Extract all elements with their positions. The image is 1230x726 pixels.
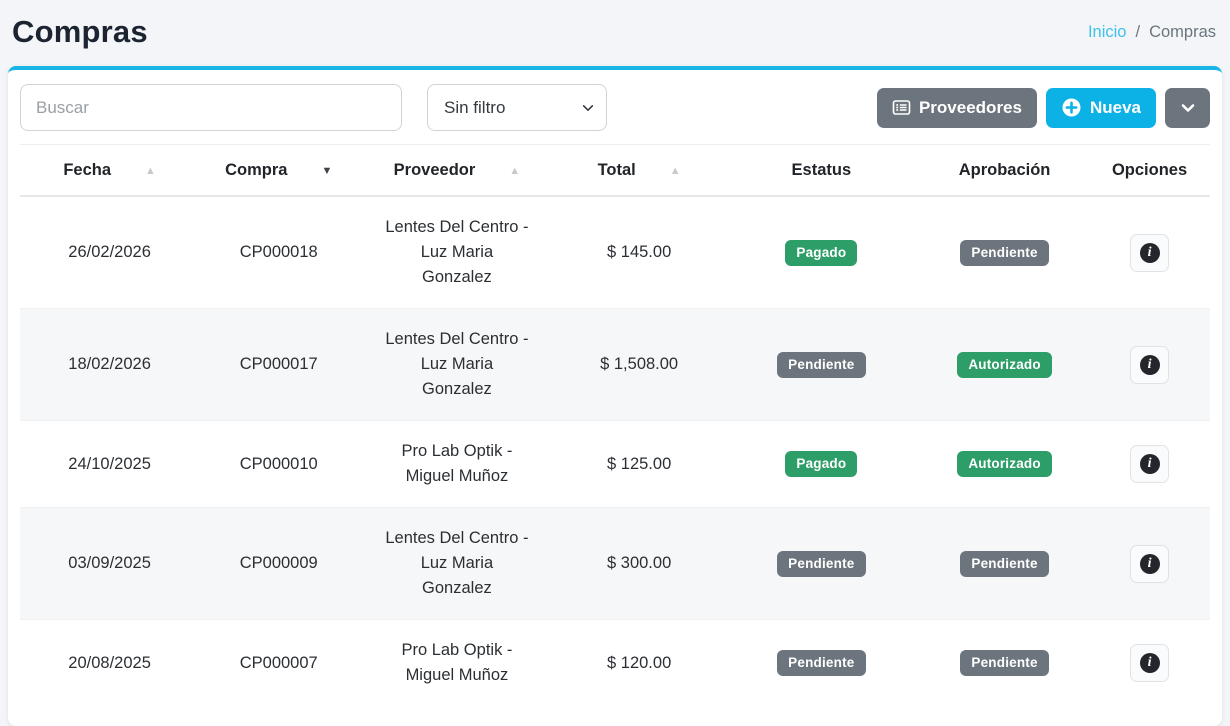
new-button-label: Nueva (1090, 98, 1141, 118)
column-header-proveedor[interactable]: Proveedor (358, 145, 555, 197)
info-button[interactable]: i (1130, 346, 1169, 384)
status-badge: Pagado (785, 240, 857, 266)
list-icon (892, 98, 911, 117)
cell-proveedor: Lentes Del Centro -Luz MariaGonzalez (358, 508, 555, 620)
more-actions-button[interactable] (1165, 88, 1210, 128)
cell-compra: CP000017 (199, 309, 358, 421)
cell-aprobacion: Pendiente (920, 620, 1089, 707)
cell-compra: CP000018 (199, 196, 358, 309)
providers-button[interactable]: Proveedores (877, 88, 1037, 128)
cell-estatus: Pendiente (723, 508, 920, 620)
sort-icon (670, 165, 681, 177)
sort-icon (145, 165, 156, 177)
approval-badge: Pendiente (960, 240, 1048, 266)
cell-fecha: 20/08/2025 (20, 620, 199, 707)
info-circle-icon: i (1140, 653, 1160, 673)
info-circle-icon: i (1140, 454, 1160, 474)
cell-aprobacion: Autorizado (920, 309, 1089, 421)
cell-proveedor: Lentes Del Centro -Luz MariaGonzalez (358, 309, 555, 421)
approval-badge: Pendiente (960, 551, 1048, 577)
cell-estatus: Pendiente (723, 620, 920, 707)
status-badge: Pendiente (777, 352, 865, 378)
cell-aprobacion: Pendiente (920, 508, 1089, 620)
chevron-down-icon (1179, 99, 1197, 117)
table-header-row: Fecha Compra Proveedor Total Estatus Apr… (20, 145, 1210, 197)
cell-fecha: 26/02/2026 (20, 196, 199, 309)
cell-compra: CP000009 (199, 508, 358, 620)
breadcrumb: Inicio / Compras (1088, 23, 1216, 42)
info-circle-icon: i (1140, 554, 1160, 574)
cell-opciones: i (1089, 196, 1210, 309)
filter-select[interactable]: Sin filtro (427, 84, 607, 131)
cell-estatus: Pagado (723, 196, 920, 309)
cell-total: $ 300.00 (556, 508, 723, 620)
cell-opciones: i (1089, 620, 1210, 707)
cell-opciones: i (1089, 309, 1210, 421)
table-row: 18/02/2026 CP000017 Lentes Del Centro -L… (20, 309, 1210, 421)
column-header-aprobacion: Aprobación (920, 145, 1089, 197)
sort-icon (321, 165, 332, 177)
plus-circle-icon (1061, 97, 1082, 118)
breadcrumb-home-link[interactable]: Inicio (1088, 23, 1127, 42)
column-header-fecha[interactable]: Fecha (20, 145, 199, 197)
cell-proveedor: Pro Lab Optik -Miguel Muñoz (358, 421, 555, 508)
status-badge: Pagado (785, 451, 857, 477)
approval-badge: Autorizado (957, 451, 1052, 477)
cell-aprobacion: Pendiente (920, 196, 1089, 309)
new-button[interactable]: Nueva (1046, 88, 1156, 128)
column-header-compra[interactable]: Compra (199, 145, 358, 197)
cell-aprobacion: Autorizado (920, 421, 1089, 508)
status-badge: Pendiente (777, 551, 865, 577)
approval-badge: Autorizado (957, 352, 1052, 378)
cell-fecha: 03/09/2025 (20, 508, 199, 620)
table-row: 24/10/2025 CP000010 Pro Lab Optik -Migue… (20, 421, 1210, 508)
breadcrumb-separator: / (1135, 23, 1140, 42)
toolbar-actions: Proveedores Nueva (877, 88, 1210, 128)
purchases-card: Sin filtro Proveedores Nueva (8, 66, 1222, 726)
providers-button-label: Proveedores (919, 98, 1022, 118)
column-header-estatus: Estatus (723, 145, 920, 197)
info-button[interactable]: i (1130, 234, 1169, 272)
table-row: 03/09/2025 CP000009 Lentes Del Centro -L… (20, 508, 1210, 620)
info-button[interactable]: i (1130, 545, 1169, 583)
cell-estatus: Pagado (723, 421, 920, 508)
cell-total: $ 145.00 (556, 196, 723, 309)
cell-proveedor: Lentes Del Centro -Luz MariaGonzalez (358, 196, 555, 309)
info-circle-icon: i (1140, 243, 1160, 263)
filter-select-wrap: Sin filtro (427, 84, 607, 131)
cell-opciones: i (1089, 421, 1210, 508)
cell-total: $ 125.00 (556, 421, 723, 508)
column-header-opciones: Opciones (1089, 145, 1210, 197)
cell-total: $ 1,508.00 (556, 309, 723, 421)
page-header: Compras Inicio / Compras (0, 0, 1230, 66)
cell-total: $ 120.00 (556, 620, 723, 707)
search-input[interactable] (20, 84, 402, 131)
cell-proveedor: Pro Lab Optik -Miguel Muñoz (358, 620, 555, 707)
status-badge: Pendiente (777, 650, 865, 676)
table-row: 26/02/2026 CP000018 Lentes Del Centro -L… (20, 196, 1210, 309)
sort-icon (509, 165, 520, 177)
page-title: Compras (12, 14, 148, 50)
cell-fecha: 24/10/2025 (20, 421, 199, 508)
column-header-total[interactable]: Total (556, 145, 723, 197)
table-row: 20/08/2025 CP000007 Pro Lab Optik -Migue… (20, 620, 1210, 707)
info-circle-icon: i (1140, 355, 1160, 375)
approval-badge: Pendiente (960, 650, 1048, 676)
purchases-table: Fecha Compra Proveedor Total Estatus Apr… (20, 144, 1210, 706)
cell-opciones: i (1089, 508, 1210, 620)
cell-fecha: 18/02/2026 (20, 309, 199, 421)
cell-compra: CP000010 (199, 421, 358, 508)
info-button[interactable]: i (1130, 445, 1169, 483)
breadcrumb-current: Compras (1149, 23, 1216, 42)
cell-estatus: Pendiente (723, 309, 920, 421)
info-button[interactable]: i (1130, 644, 1169, 682)
card-toolbar: Sin filtro Proveedores Nueva (8, 70, 1222, 144)
cell-compra: CP000007 (199, 620, 358, 707)
